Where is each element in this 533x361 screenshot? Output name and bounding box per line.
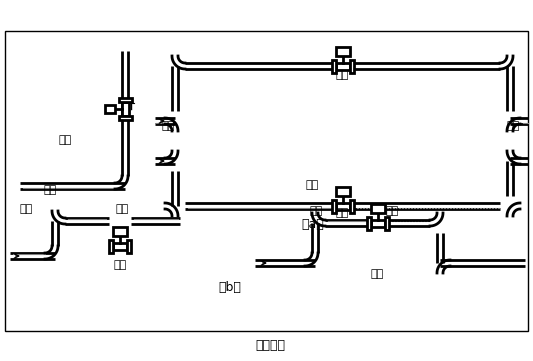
Text: 气泡: 气泡 bbox=[385, 206, 399, 216]
Text: 液体: 液体 bbox=[336, 208, 349, 218]
Text: 气泡: 气泡 bbox=[310, 206, 323, 216]
Bar bbox=[335, 187, 350, 196]
Bar bbox=[127, 239, 131, 252]
Text: 错误: 错误 bbox=[306, 180, 319, 190]
Text: 气泡: 气泡 bbox=[115, 204, 128, 214]
Bar bbox=[332, 200, 335, 213]
Bar bbox=[332, 60, 335, 73]
Text: 气泡: 气泡 bbox=[20, 204, 33, 214]
Text: 图（四）: 图（四） bbox=[255, 339, 285, 352]
Bar bbox=[118, 116, 132, 119]
Bar bbox=[335, 47, 350, 56]
Bar bbox=[335, 203, 350, 209]
Bar bbox=[370, 219, 384, 226]
Text: 错误: 错误 bbox=[371, 269, 384, 279]
Bar bbox=[350, 60, 353, 73]
Text: 正确: 正确 bbox=[336, 70, 349, 80]
Bar bbox=[118, 97, 132, 101]
Text: 正确: 正确 bbox=[59, 135, 71, 145]
Bar bbox=[335, 62, 350, 70]
Bar bbox=[122, 101, 128, 116]
Bar bbox=[5, 31, 528, 331]
Text: 液体: 液体 bbox=[161, 121, 175, 131]
Bar bbox=[113, 226, 127, 235]
Text: 液体: 液体 bbox=[43, 185, 56, 195]
Text: 液体: 液体 bbox=[507, 121, 520, 131]
Bar bbox=[367, 217, 370, 230]
Text: 正确: 正确 bbox=[114, 260, 127, 270]
Bar bbox=[113, 243, 127, 249]
Text: （a）: （a） bbox=[301, 218, 324, 231]
Bar bbox=[109, 239, 113, 252]
Bar bbox=[104, 104, 115, 113]
Bar bbox=[384, 217, 389, 230]
Text: （b）: （b） bbox=[219, 281, 241, 294]
Bar bbox=[350, 200, 353, 213]
Bar bbox=[370, 204, 384, 213]
